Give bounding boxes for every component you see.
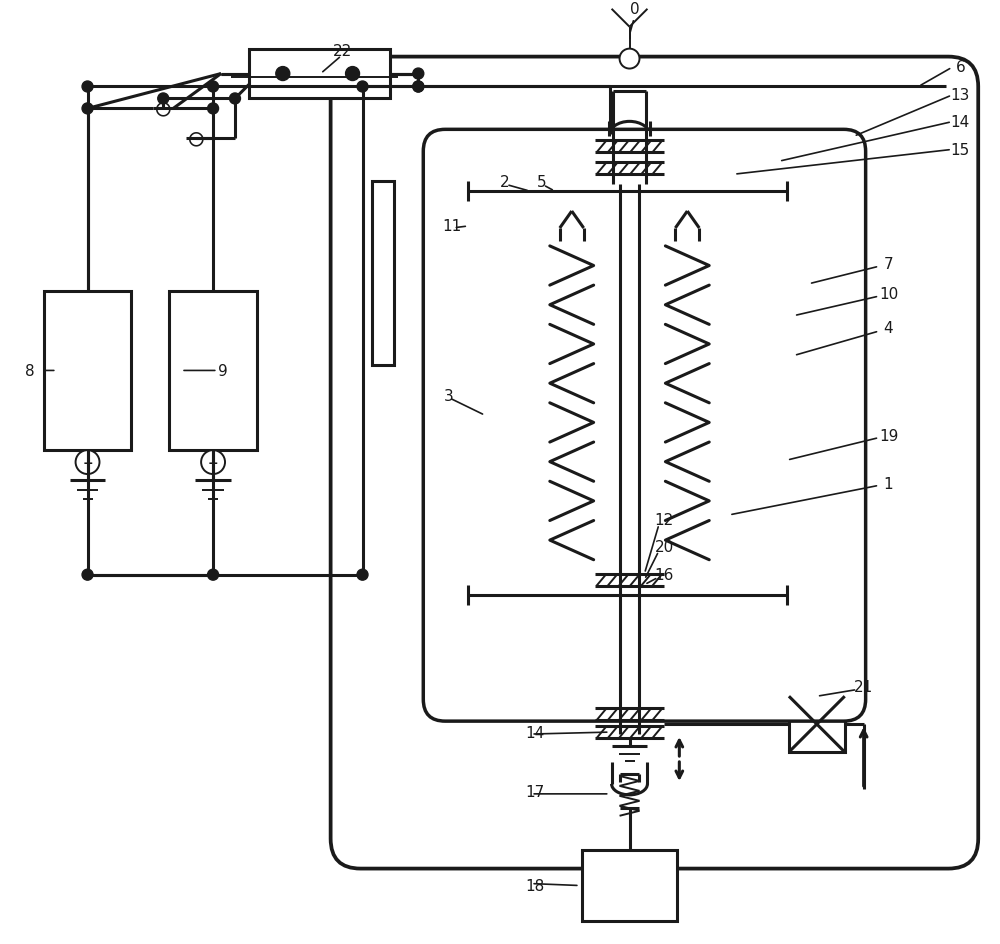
Text: 16: 16 [655, 567, 674, 582]
Text: 3: 3 [443, 388, 453, 403]
Circle shape [208, 569, 219, 581]
Text: 6: 6 [955, 60, 965, 75]
Circle shape [82, 569, 93, 581]
Circle shape [357, 82, 368, 93]
Text: 10: 10 [879, 287, 898, 302]
Text: ⊖: ⊖ [154, 99, 173, 119]
Circle shape [208, 82, 219, 93]
Bar [771, 182, 793, 366]
Text: 11: 11 [443, 219, 462, 234]
Text: 12: 12 [655, 513, 674, 528]
Text: 4: 4 [884, 321, 893, 336]
Text: 19: 19 [879, 429, 898, 444]
Circle shape [413, 82, 424, 93]
Text: 2: 2 [500, 175, 510, 190]
Bar [44, 292, 131, 450]
Text: 21: 21 [854, 679, 873, 694]
Text: 0: 0 [630, 2, 639, 17]
Text: 14: 14 [525, 725, 544, 740]
Bar [789, 697, 845, 752]
Text: 14: 14 [951, 115, 970, 129]
Text: 13: 13 [951, 88, 970, 103]
Text: +: + [208, 456, 218, 469]
Bar [249, 50, 390, 99]
Text: 1: 1 [884, 476, 893, 491]
Circle shape [620, 50, 639, 70]
Bar [582, 850, 677, 921]
FancyBboxPatch shape [331, 58, 978, 868]
Text: +: + [82, 456, 93, 469]
FancyBboxPatch shape [423, 130, 866, 721]
Circle shape [346, 67, 360, 81]
Text: 17: 17 [525, 784, 544, 800]
Text: 15: 15 [951, 143, 970, 158]
Text: 8: 8 [25, 363, 35, 379]
Circle shape [82, 82, 93, 93]
Circle shape [82, 104, 93, 115]
Bar [372, 182, 394, 366]
Circle shape [208, 104, 219, 115]
Bar [841, 182, 863, 366]
Text: 20: 20 [655, 540, 674, 555]
Bar [169, 292, 257, 450]
Text: 7: 7 [884, 257, 893, 272]
Circle shape [357, 569, 368, 581]
Text: 18: 18 [525, 878, 544, 893]
Circle shape [158, 93, 169, 105]
Circle shape [201, 450, 225, 475]
Text: 9: 9 [218, 363, 228, 379]
Circle shape [276, 67, 290, 81]
Text: ⊖: ⊖ [187, 129, 205, 149]
Circle shape [230, 93, 240, 105]
Circle shape [413, 69, 424, 80]
Circle shape [413, 82, 424, 93]
Circle shape [76, 450, 99, 475]
Text: 5: 5 [537, 175, 547, 190]
Bar [482, 222, 504, 540]
Text: 22: 22 [333, 44, 352, 59]
